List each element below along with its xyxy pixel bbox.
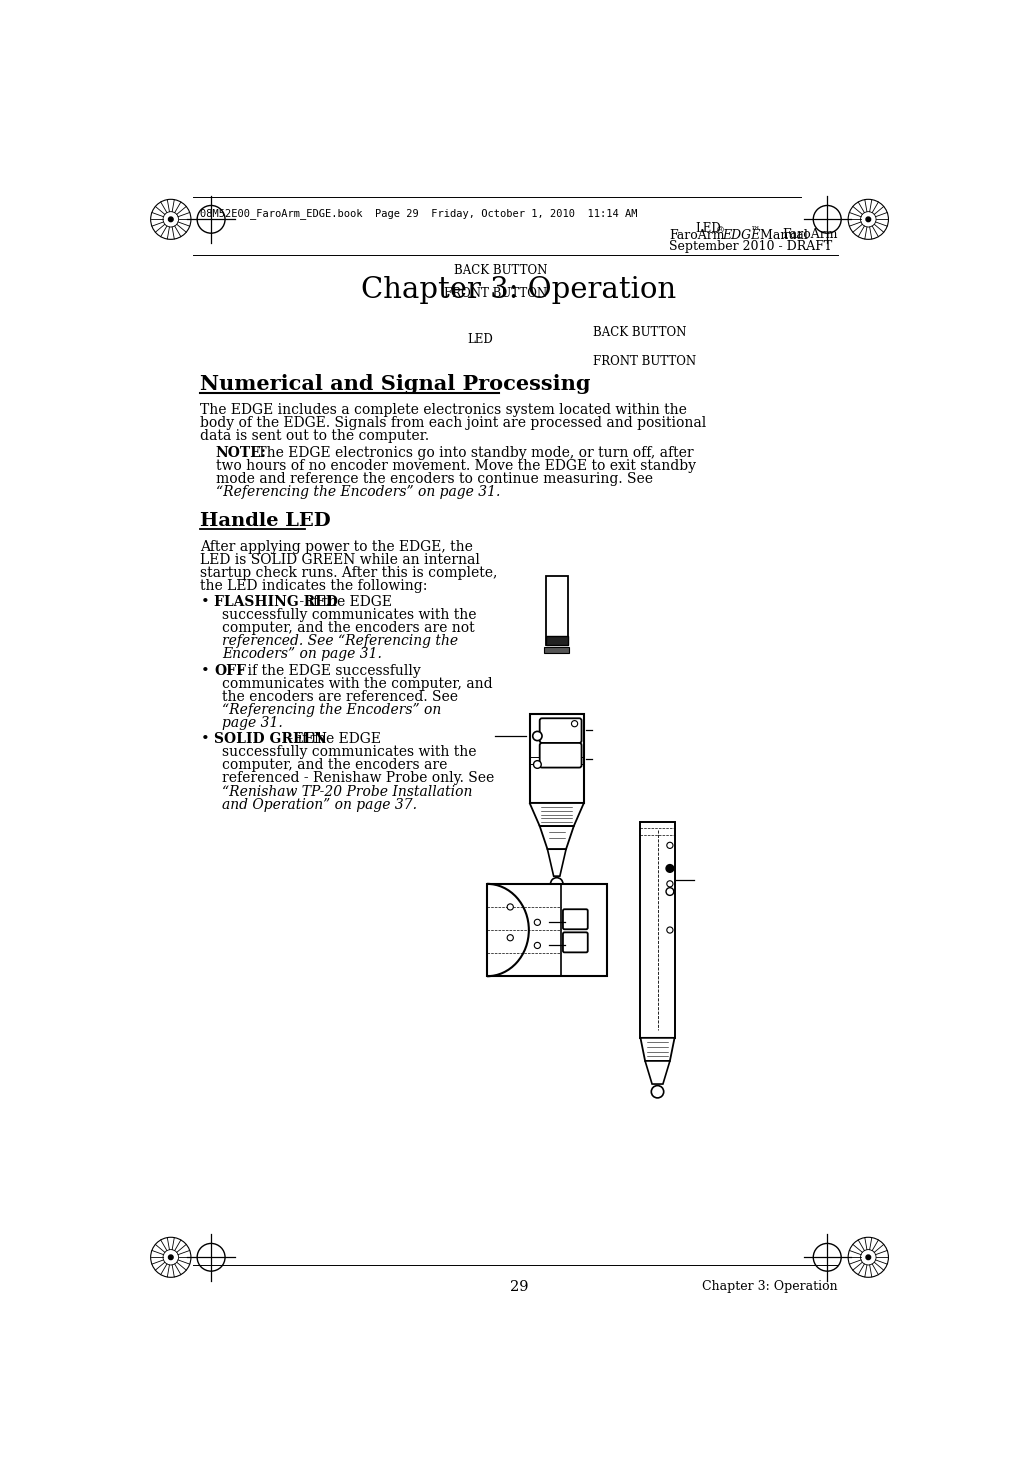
Text: Chapter 3: Operation: Chapter 3: Operation — [362, 275, 677, 304]
Polygon shape — [530, 803, 583, 826]
Text: computer, and the encoders are not: computer, and the encoders are not — [222, 621, 474, 636]
Text: BACK BUTTON: BACK BUTTON — [594, 326, 687, 339]
Text: The EDGE includes a complete electronics system located within the: The EDGE includes a complete electronics… — [201, 402, 687, 417]
Text: communicates with the computer, and: communicates with the computer, and — [222, 677, 492, 690]
Text: Handle LED: Handle LED — [201, 512, 331, 529]
Text: •: • — [201, 664, 209, 677]
Circle shape — [866, 216, 870, 222]
Text: SOLID GREEN: SOLID GREEN — [214, 732, 327, 746]
Text: Encoders” on page 31.: Encoders” on page 31. — [222, 648, 382, 661]
Bar — [544, 646, 569, 654]
Circle shape — [571, 721, 577, 727]
Text: ®: ® — [715, 227, 724, 235]
Text: NOTE:: NOTE: — [216, 446, 266, 459]
Bar — [530, 715, 583, 803]
Circle shape — [533, 731, 542, 741]
Text: data is sent out to the computer.: data is sent out to the computer. — [201, 428, 430, 443]
Bar — [487, 885, 607, 977]
Text: “Renishaw TP-20 Probe Installation: “Renishaw TP-20 Probe Installation — [222, 785, 472, 798]
Text: ™: ™ — [752, 227, 761, 235]
Text: and Operation” on page 37.: and Operation” on page 37. — [222, 798, 417, 811]
Circle shape — [667, 927, 673, 933]
Text: referenced - Renishaw Probe only. See: referenced - Renishaw Probe only. See — [222, 772, 494, 785]
Text: The EDGE electronics go into standby mode, or turn off, after: The EDGE electronics go into standby mod… — [253, 446, 694, 459]
Circle shape — [550, 877, 563, 890]
Text: OFF: OFF — [214, 664, 246, 677]
Circle shape — [666, 887, 674, 895]
Text: BACK BUTTON: BACK BUTTON — [454, 263, 547, 276]
Text: Chapter 3: Operation: Chapter 3: Operation — [702, 1281, 838, 1294]
Polygon shape — [547, 849, 566, 876]
Text: “Referencing the Encoders” on page 31.: “Referencing the Encoders” on page 31. — [216, 485, 500, 499]
FancyBboxPatch shape — [563, 933, 588, 952]
FancyBboxPatch shape — [563, 909, 588, 930]
Text: 08M52E00_FaroArm_EDGE.book  Page 29  Friday, October 1, 2010  11:14 AM: 08M52E00_FaroArm_EDGE.book Page 29 Frida… — [201, 208, 638, 219]
Circle shape — [866, 1254, 870, 1260]
Text: successfully communicates with the: successfully communicates with the — [222, 746, 476, 759]
Text: Numerical and Signal Processing: Numerical and Signal Processing — [201, 374, 591, 395]
Circle shape — [666, 864, 674, 873]
FancyBboxPatch shape — [540, 743, 581, 768]
Text: mode and reference the encoders to continue measuring. See: mode and reference the encoders to conti… — [216, 472, 652, 485]
Text: September 2010 - DRAFT: September 2010 - DRAFT — [670, 240, 833, 253]
Text: LED: LED — [467, 333, 493, 346]
Bar — [546, 636, 567, 645]
Circle shape — [168, 1254, 173, 1260]
Text: Manual: Manual — [756, 230, 807, 243]
FancyBboxPatch shape — [540, 718, 581, 743]
Text: body of the EDGE. Signals from each joint are processed and positional: body of the EDGE. Signals from each join… — [201, 415, 706, 430]
Text: •: • — [201, 732, 209, 746]
Bar — [546, 576, 567, 645]
Polygon shape — [640, 1038, 675, 1061]
Circle shape — [508, 934, 514, 942]
Circle shape — [508, 904, 514, 909]
Text: - if the EDGE: - if the EDGE — [284, 732, 381, 746]
Text: FaroArm: FaroArm — [783, 228, 838, 241]
Text: •: • — [201, 595, 209, 610]
Circle shape — [534, 760, 541, 769]
Text: FRONT BUTTON: FRONT BUTTON — [445, 287, 547, 300]
Polygon shape — [540, 826, 573, 849]
Polygon shape — [645, 1061, 670, 1083]
Text: “Referencing the Encoders” on: “Referencing the Encoders” on — [222, 703, 442, 716]
Text: FRONT BUTTON: FRONT BUTTON — [594, 355, 696, 368]
Text: After applying power to the EDGE, the: After applying power to the EDGE, the — [201, 539, 473, 554]
Text: the LED indicates the following:: the LED indicates the following: — [201, 579, 427, 594]
Text: EDGE: EDGE — [722, 230, 760, 243]
Circle shape — [667, 880, 673, 887]
Bar — [640, 822, 676, 1038]
Text: - if the EDGE: - if the EDGE — [295, 595, 392, 610]
Text: page 31.: page 31. — [222, 716, 283, 730]
Text: referenced. See “Referencing the: referenced. See “Referencing the — [222, 635, 458, 648]
Text: FLASHING RED: FLASHING RED — [214, 595, 338, 610]
Text: computer, and the encoders are: computer, and the encoders are — [222, 759, 448, 772]
Circle shape — [534, 943, 541, 949]
Text: LED is SOLID GREEN while an internal: LED is SOLID GREEN while an internal — [201, 553, 480, 567]
Text: the encoders are referenced. See: the encoders are referenced. See — [222, 690, 458, 703]
Circle shape — [168, 216, 173, 222]
Text: FaroArm: FaroArm — [670, 230, 724, 243]
Circle shape — [667, 842, 673, 848]
Text: startup check runs. After this is complete,: startup check runs. After this is comple… — [201, 566, 497, 580]
Text: 29: 29 — [510, 1281, 528, 1294]
Circle shape — [651, 1086, 664, 1098]
Text: LED: LED — [696, 222, 721, 235]
Text: - if the EDGE successfully: - if the EDGE successfully — [234, 664, 421, 677]
Text: successfully communicates with the: successfully communicates with the — [222, 608, 476, 623]
Circle shape — [534, 920, 541, 925]
Text: two hours of no encoder movement. Move the EDGE to exit standby: two hours of no encoder movement. Move t… — [216, 459, 696, 472]
